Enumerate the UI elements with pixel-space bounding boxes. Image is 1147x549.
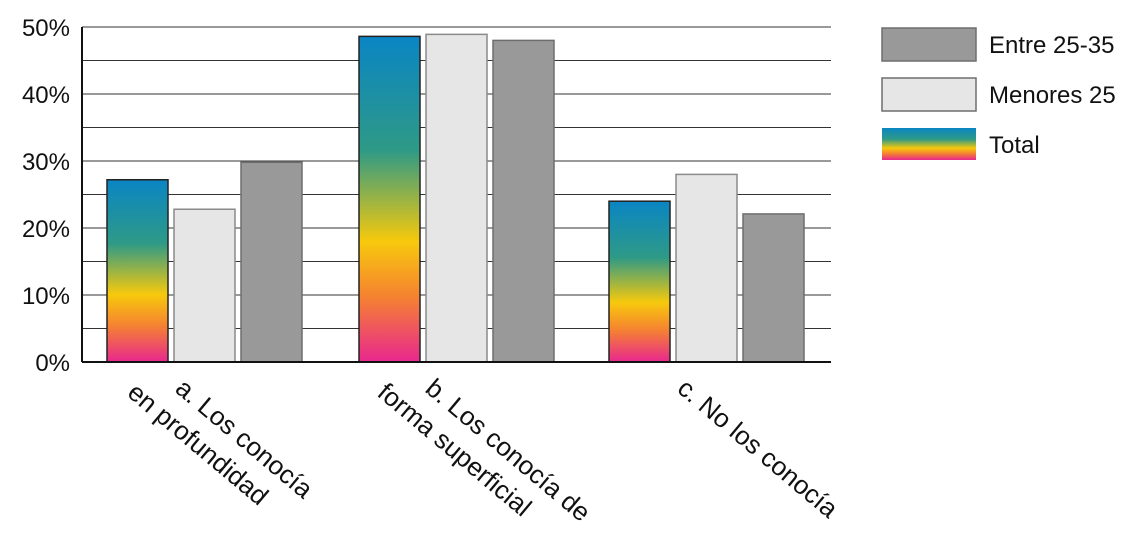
y-tick-label: 20% — [22, 216, 70, 243]
bar-total-2 — [358, 35, 421, 363]
y-tick-label: 30% — [22, 149, 70, 176]
bar-entre-25-35-1 — [240, 161, 303, 363]
axes — [81, 27, 831, 363]
legend-swatch — [881, 27, 977, 62]
bar-total-3 — [608, 200, 671, 363]
legend-swatch — [882, 128, 976, 160]
legend-swatch — [881, 77, 977, 112]
legend-label: Total — [989, 132, 1040, 159]
legend: Entre 25-35 Menores 25 Total — [881, 27, 1116, 160]
bar-entre-25-35-3 — [742, 213, 805, 363]
bar-menores-25-1 — [173, 208, 236, 363]
y-tick-label: 40% — [22, 82, 70, 109]
bars — [106, 33, 805, 363]
bar-total-1 — [106, 179, 169, 363]
category-label-3: c. No los conocía — [672, 372, 844, 524]
y-tick-label: 0% — [35, 350, 70, 377]
y-tick-label: 10% — [22, 283, 70, 310]
category-label-line: c. No los conocía — [672, 372, 844, 524]
legend-label: Entre 25-35 — [989, 32, 1114, 59]
bar-menores-25-3 — [675, 173, 738, 363]
y-tick-labels: 0% 10% 20% 30% 40% 50% — [22, 15, 70, 377]
legend-label: Menores 25 — [989, 82, 1116, 109]
bar-menores-25-2 — [425, 33, 488, 363]
y-tick-label: 50% — [22, 15, 70, 42]
bar-entre-25-35-2 — [492, 39, 555, 363]
